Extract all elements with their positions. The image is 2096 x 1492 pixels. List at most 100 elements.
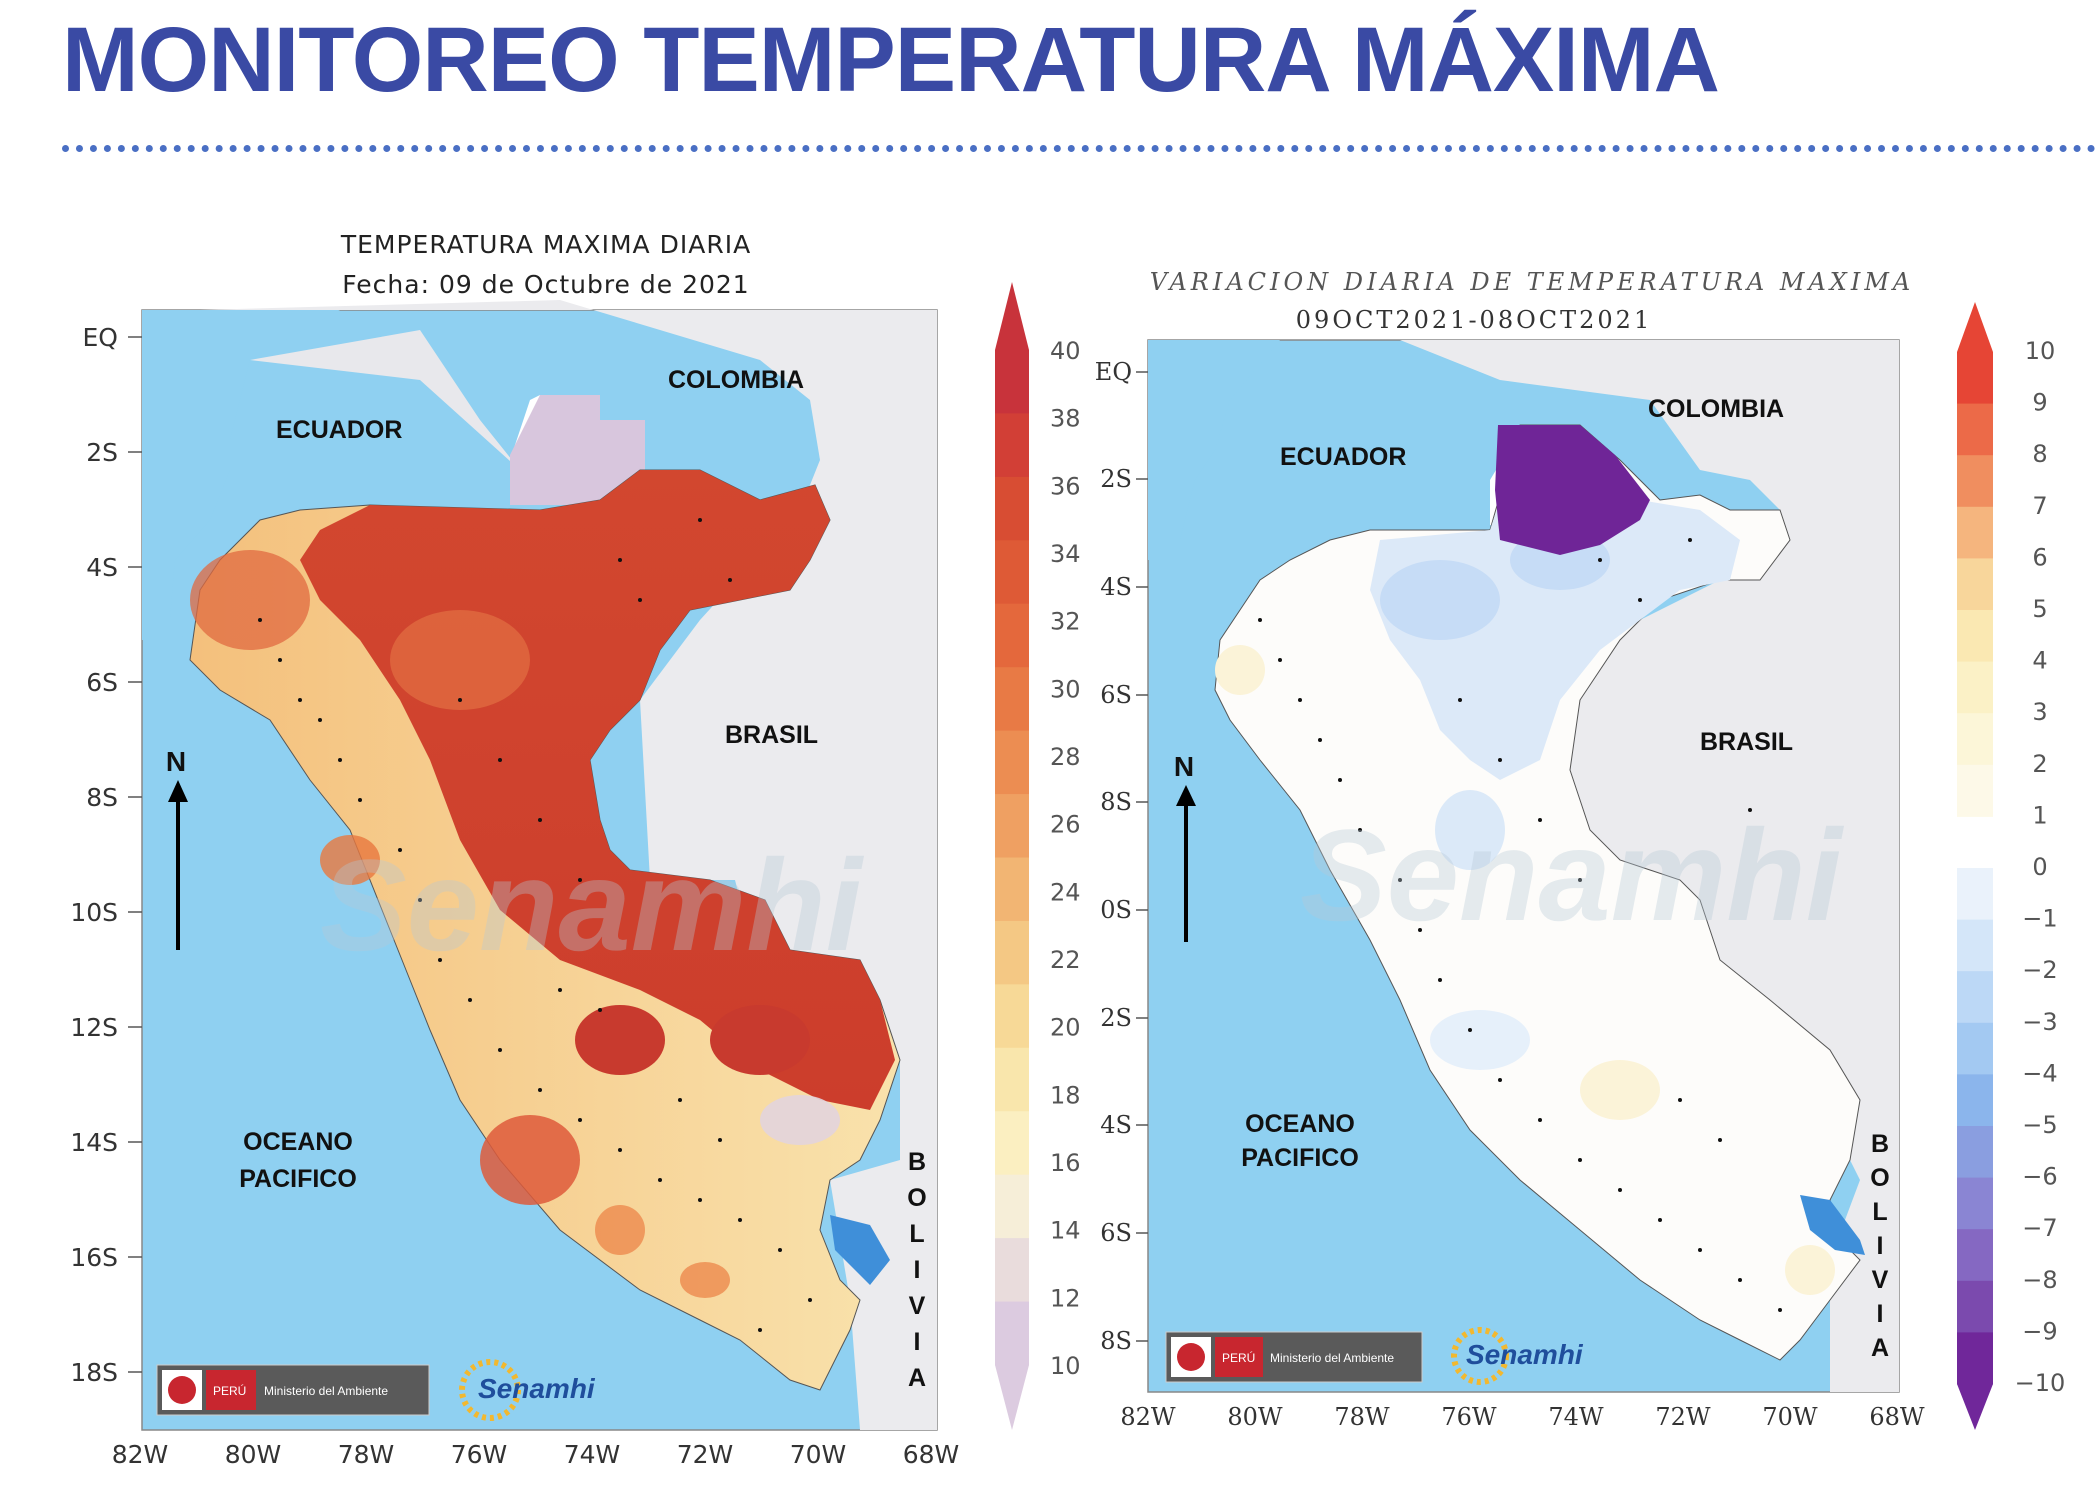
right-colorbar-label: −6 bbox=[2022, 1163, 2057, 1191]
svg-text:A: A bbox=[908, 1364, 926, 1392]
right-colorbar-label: 7 bbox=[2032, 492, 2047, 520]
right-colorbar-block bbox=[1957, 610, 1993, 663]
right-colorbar-label: 10 bbox=[2025, 337, 2056, 365]
left-colorbar-label: 24 bbox=[1050, 878, 1081, 906]
right-colorbar-label: 5 bbox=[2032, 595, 2047, 623]
right-colorbar-block bbox=[1957, 713, 1993, 766]
right-lat-tick: 6S bbox=[1100, 681, 1132, 709]
right-lon-tick: 80W bbox=[1227, 1403, 1283, 1431]
left-colorbar-label: 26 bbox=[1050, 811, 1081, 839]
right-colorbar-block bbox=[1957, 506, 1993, 559]
left-colorbar-block bbox=[995, 1174, 1029, 1239]
left-lon-tick: 80W bbox=[225, 1440, 282, 1469]
right-colorbar-label: 6 bbox=[2032, 543, 2047, 571]
right-lat-tick: 6S bbox=[1100, 1219, 1132, 1247]
left-lat-tick: 10S bbox=[70, 898, 118, 927]
title-divider bbox=[62, 145, 2096, 152]
right-label-colombia: COLOMBIA bbox=[1648, 395, 1784, 423]
right-map-subtitle: 09OCT2021-08OCT2021 bbox=[1296, 306, 1652, 334]
right-colorbar-block bbox=[1957, 661, 1993, 714]
right-lon-tick: 70W bbox=[1762, 1403, 1818, 1431]
right-lon-tick: 78W bbox=[1334, 1403, 1390, 1431]
right-colorbar-label: 2 bbox=[2032, 750, 2047, 778]
right-colorbar-block bbox=[1957, 558, 1993, 611]
svg-text:Ministerio del Ambiente: Ministerio del Ambiente bbox=[264, 1384, 388, 1398]
right-colorbar-label: −10 bbox=[2015, 1369, 2066, 1397]
left-colorbar-block bbox=[995, 1111, 1029, 1176]
left-lat-tick: 4S bbox=[86, 553, 118, 582]
right-lon-tick: 68W bbox=[1869, 1403, 1925, 1431]
right-senamhi-logo: Senamhi bbox=[1451, 1327, 1584, 1385]
right-colorbar-label: 4 bbox=[2032, 647, 2047, 675]
svg-text:V: V bbox=[909, 1292, 926, 1320]
svg-text:PERÚ: PERÚ bbox=[213, 1383, 246, 1398]
right-colorbar-label: −7 bbox=[2022, 1214, 2057, 1242]
left-colorbar-block bbox=[995, 794, 1029, 858]
left-colorbar-bottom-arrow bbox=[995, 1365, 1029, 1430]
svg-text:L: L bbox=[909, 1220, 924, 1248]
right-colorbar-block bbox=[1957, 1177, 1993, 1230]
left-map: TEMPERATURA MAXIMA DIARIA Fecha: 09 de O… bbox=[70, 230, 1080, 1469]
left-colorbar-block bbox=[995, 603, 1029, 668]
svg-text:N: N bbox=[166, 746, 186, 777]
left-colorbar-label: 30 bbox=[1050, 675, 1081, 703]
right-colorbar-block bbox=[1957, 1332, 1993, 1385]
right-colorbar-block bbox=[1957, 1022, 1993, 1075]
right-lat-tick: 8S bbox=[1100, 1327, 1132, 1355]
right-colorbar-block bbox=[1957, 1280, 1993, 1333]
right-label-oceano: OCEANO bbox=[1245, 1110, 1355, 1138]
right-colorbar-label: 9 bbox=[2032, 389, 2047, 417]
left-colorbar-block bbox=[995, 476, 1029, 541]
svg-text:N: N bbox=[1174, 751, 1194, 782]
left-colorbar-block bbox=[995, 413, 1029, 478]
left-colorbar-label: 22 bbox=[1050, 946, 1081, 974]
left-colorbar-block bbox=[995, 984, 1029, 1049]
left-colorbar-block bbox=[995, 350, 1029, 414]
right-colorbar-block bbox=[1957, 764, 1993, 817]
page-title: MONITOREO TEMPERATURA MÁXIMA bbox=[62, 9, 1720, 111]
left-colorbar-label: 12 bbox=[1050, 1284, 1081, 1312]
right-colorbar-label: 0 bbox=[2032, 853, 2047, 881]
left-colorbar-block bbox=[995, 920, 1029, 985]
left-lon-tick: 76W bbox=[451, 1440, 508, 1469]
left-lon-tick: 74W bbox=[564, 1440, 621, 1469]
right-lat-tick: 2S bbox=[1100, 1004, 1132, 1032]
left-lat-tick: 2S bbox=[86, 438, 118, 467]
right-colorbar-block bbox=[1957, 919, 1993, 972]
left-lon-tick: 72W bbox=[677, 1440, 734, 1469]
right-lat-axis: EQ 2S 4S 6S 8S 0S 2S 4S 6S 8S bbox=[1095, 358, 1148, 1355]
left-colorbar-label: 18 bbox=[1050, 1081, 1081, 1109]
right-lon-tick: 82W bbox=[1120, 1403, 1176, 1431]
svg-text:Ministerio del Ambiente: Ministerio del Ambiente bbox=[1270, 1351, 1394, 1365]
left-colorbar-label: 28 bbox=[1050, 743, 1081, 771]
right-station-dots bbox=[1258, 538, 1782, 1312]
right-lat-tick: 2S bbox=[1100, 465, 1132, 493]
left-colorbar-label: 38 bbox=[1050, 405, 1081, 433]
right-colorbar-label: −1 bbox=[2022, 905, 2057, 933]
right-colorbar-label: 8 bbox=[2032, 440, 2047, 468]
left-map-subtitle: Fecha: 09 de Octubre de 2021 bbox=[342, 270, 749, 299]
left-colorbar-block bbox=[995, 1301, 1029, 1366]
left-lon-tick: 82W bbox=[112, 1440, 169, 1469]
left-lat-tick: 6S bbox=[86, 668, 118, 697]
left-lat-tick: 16S bbox=[70, 1243, 118, 1272]
right-colorbar-label: −5 bbox=[2022, 1111, 2057, 1139]
right-north-arrow: N bbox=[1174, 751, 1196, 942]
left-lat-axis: EQ 2S 4S 6S 8S 10S 12S 14S 16S 18S bbox=[70, 323, 142, 1387]
left-label-pacifico: PACIFICO bbox=[239, 1165, 357, 1193]
right-lat-tick: 4S bbox=[1100, 573, 1132, 601]
svg-text:O: O bbox=[907, 1184, 926, 1212]
svg-text:V: V bbox=[1872, 1266, 1889, 1294]
right-label-pacifico: PACIFICO bbox=[1241, 1144, 1359, 1172]
left-colorbar-label: 36 bbox=[1050, 472, 1081, 500]
svg-text:Senamhi: Senamhi bbox=[478, 1373, 596, 1404]
right-lon-tick: 76W bbox=[1441, 1403, 1497, 1431]
left-colorbar-block bbox=[995, 857, 1029, 922]
right-colorbar-label: 3 bbox=[2032, 698, 2047, 726]
right-label-ecuador: ECUADOR bbox=[1280, 443, 1406, 471]
left-senamhi-logo: Senamhi bbox=[459, 1359, 596, 1421]
svg-text:I: I bbox=[1877, 1300, 1884, 1328]
left-colorbar-label: 20 bbox=[1050, 1014, 1081, 1042]
left-lon-axis: 82W 80W 78W 76W 74W 72W 70W 68W bbox=[112, 1440, 960, 1469]
